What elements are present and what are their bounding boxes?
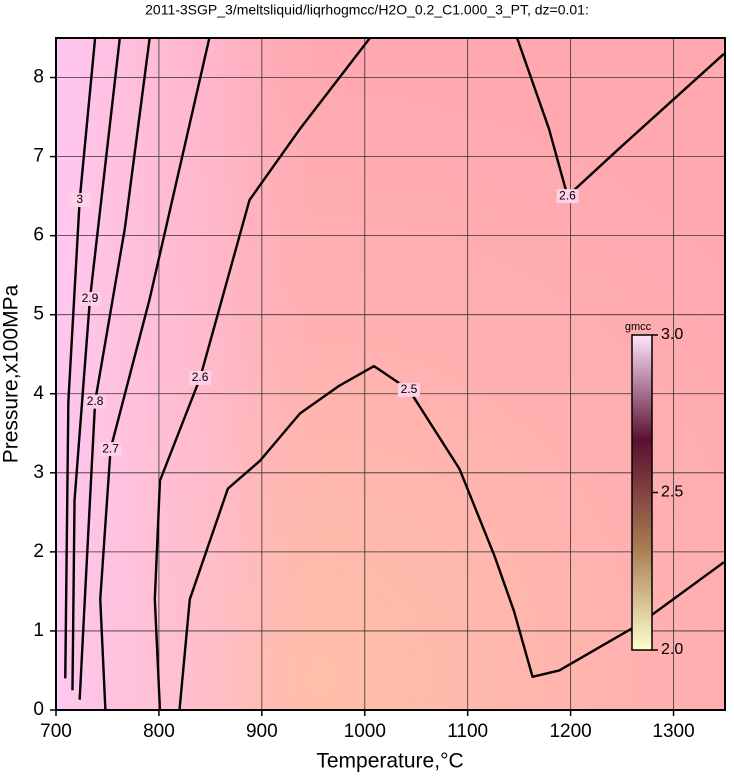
contour-line [64, 37, 97, 679]
y-tick-label: 5 [33, 304, 44, 325]
contour-label: 2.9 [82, 291, 99, 305]
contour-label: 2.6 [192, 370, 209, 384]
y-tick-label: 6 [33, 225, 44, 246]
x-tick-label: 1100 [447, 721, 488, 742]
contour-label: 2.8 [87, 394, 104, 408]
y-tick-label: 0 [33, 699, 44, 720]
contour-label: 2.7 [102, 441, 119, 455]
x-tick-label: 1200 [549, 721, 591, 742]
contour-label-bg [398, 382, 421, 397]
x-tick-label: 1300 [652, 721, 694, 742]
contour-label: 3 [76, 192, 83, 206]
y-tick-label: 1 [33, 620, 44, 641]
field-shading [56, 38, 725, 710]
x-tick-label: 700 [40, 721, 72, 742]
y-tick-label: 3 [33, 462, 44, 483]
contour-label-bg [189, 370, 212, 385]
contour-label: 2.6 [559, 188, 576, 202]
chart-title: 2011-3SGP_3/meltsliquid/liqrhogmcc/H2O_0… [145, 2, 589, 18]
x-tick-label: 1000 [344, 721, 386, 742]
plot-frame [55, 37, 726, 711]
contour-label-bg [556, 189, 579, 204]
colorbar-tick-label: 2.5 [661, 484, 683, 501]
contour-label-bg [99, 442, 122, 457]
x-axis-label: Temperature,°C [316, 750, 463, 773]
colorbar [631, 334, 653, 651]
colorbar-label: gmcc [625, 321, 652, 333]
contour-label-bg [68, 193, 91, 208]
contour-line [71, 37, 122, 691]
y-tick-label: 4 [33, 383, 44, 404]
y-tick-label: 7 [33, 146, 44, 167]
contour-label-bg [84, 394, 107, 409]
contour-label-bg [78, 291, 101, 306]
y-axis-label: Pressure,x100MPa [0, 284, 23, 463]
x-tick-label: 900 [246, 721, 278, 742]
colorbar-tick-label: 2.0 [661, 641, 683, 658]
contour-label: 2.5 [401, 382, 418, 396]
y-tick-label: 8 [33, 67, 44, 88]
x-tick-label: 800 [143, 721, 175, 742]
colorbar-tick-label: 3.0 [661, 326, 683, 343]
y-tick-label: 2 [33, 541, 44, 562]
